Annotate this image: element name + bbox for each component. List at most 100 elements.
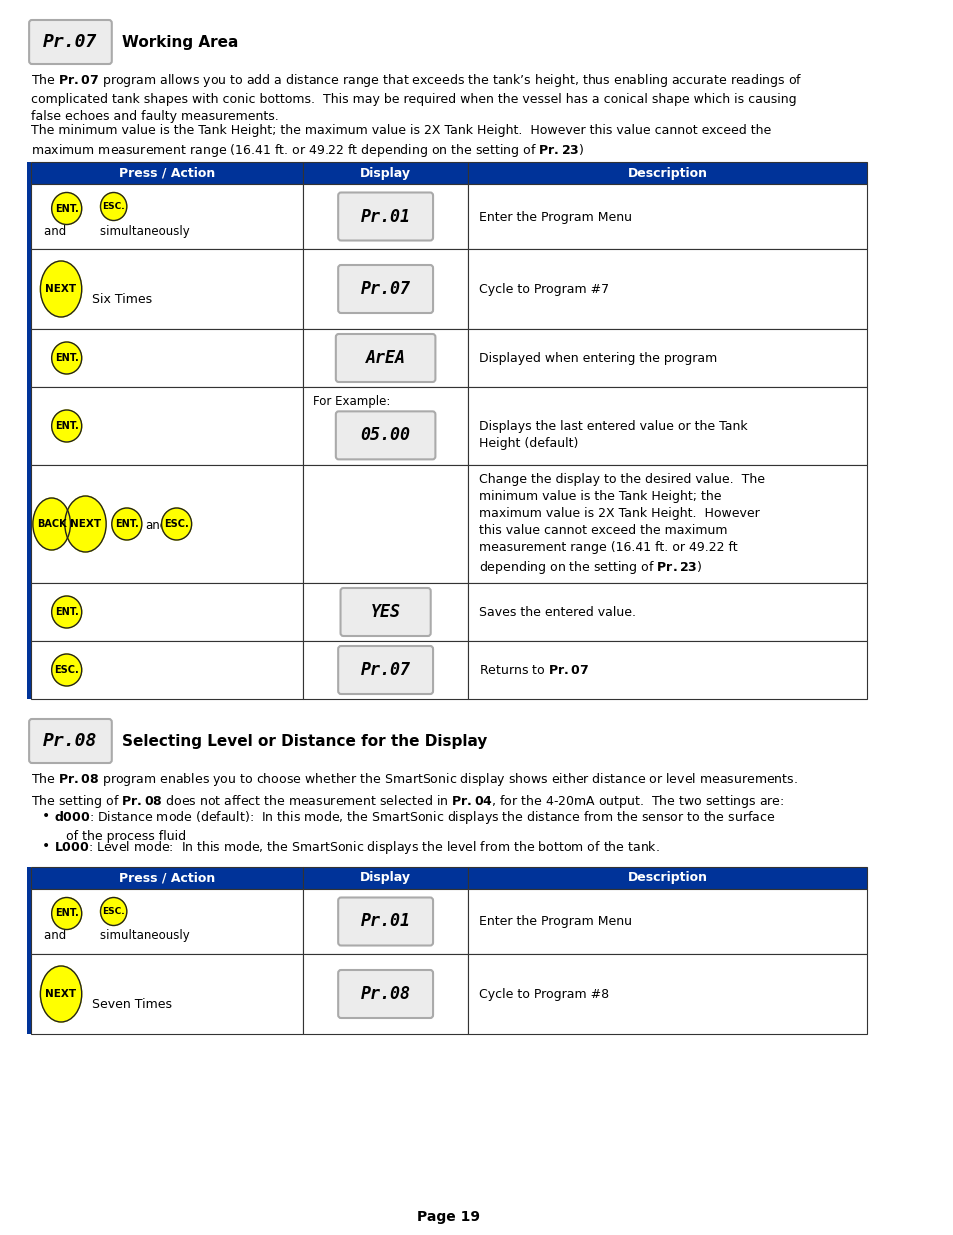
Bar	[303, 387, 467, 466]
Bar	[467, 641, 866, 699]
Bar	[30, 249, 303, 329]
Bar	[303, 583, 467, 641]
Bar	[28, 387, 30, 466]
Text: Selecting Level or Distance for the Display: Selecting Level or Distance for the Disp…	[122, 734, 487, 748]
Text: Page 19: Page 19	[416, 1210, 479, 1224]
Text: Press / Action: Press / Action	[119, 167, 215, 179]
Bar	[303, 641, 467, 699]
Text: Working Area: Working Area	[122, 35, 238, 49]
Circle shape	[51, 342, 82, 374]
Text: Pr.07: Pr.07	[360, 661, 410, 679]
Bar	[467, 162, 866, 184]
Bar	[303, 889, 467, 953]
Bar	[30, 387, 303, 466]
FancyBboxPatch shape	[337, 969, 433, 1018]
Text: and: and	[146, 519, 168, 532]
Text: Cycle to Program #8: Cycle to Program #8	[478, 988, 609, 1002]
Circle shape	[161, 508, 192, 540]
Bar	[28, 889, 30, 953]
Text: •: •	[42, 839, 51, 853]
Bar	[467, 466, 866, 583]
Text: Pr.07: Pr.07	[43, 33, 97, 51]
Text: Description: Description	[627, 872, 707, 884]
Text: Pr.08: Pr.08	[43, 732, 97, 750]
FancyBboxPatch shape	[30, 20, 112, 64]
Text: For Example:: For Example:	[313, 395, 390, 408]
Text: Displays the last entered value or the Tank
Height (default): Displays the last entered value or the T…	[478, 420, 747, 450]
Text: Press / Action: Press / Action	[119, 872, 215, 884]
Text: 05.00: 05.00	[360, 426, 410, 445]
Bar	[30, 583, 303, 641]
Bar	[28, 953, 30, 1034]
FancyBboxPatch shape	[340, 588, 430, 636]
Bar	[30, 329, 303, 387]
FancyBboxPatch shape	[337, 646, 433, 694]
Bar	[467, 867, 866, 889]
Bar	[303, 953, 467, 1034]
FancyBboxPatch shape	[335, 333, 435, 382]
Bar	[28, 641, 30, 699]
Bar	[467, 953, 866, 1034]
Bar	[303, 867, 467, 889]
Text: Returns to $\bf{Pr.07}$: Returns to $\bf{Pr.07}$	[478, 664, 589, 677]
Circle shape	[51, 410, 82, 442]
Bar	[303, 466, 467, 583]
Bar	[28, 184, 30, 249]
Bar	[30, 953, 303, 1034]
Text: and         simultaneously: and simultaneously	[44, 930, 190, 942]
Text: and         simultaneously: and simultaneously	[44, 225, 190, 237]
Bar	[28, 583, 30, 641]
FancyBboxPatch shape	[337, 266, 433, 312]
Circle shape	[51, 898, 82, 930]
Text: Change the display to the desired value.  The
minimum value is the Tank Height; : Change the display to the desired value.…	[478, 473, 764, 576]
Text: ESC.: ESC.	[164, 519, 189, 529]
Circle shape	[51, 597, 82, 629]
Bar	[28, 162, 30, 184]
Bar	[30, 162, 303, 184]
Bar	[30, 184, 303, 249]
Bar	[303, 249, 467, 329]
Bar	[467, 387, 866, 466]
Bar	[303, 329, 467, 387]
Text: ESC.: ESC.	[54, 664, 79, 676]
Text: Pr.08: Pr.08	[360, 986, 410, 1003]
Bar	[467, 249, 866, 329]
Text: Saves the entered value.: Saves the entered value.	[478, 606, 636, 619]
Text: ENT.: ENT.	[54, 353, 78, 363]
Bar	[467, 583, 866, 641]
Text: Enter the Program Menu: Enter the Program Menu	[478, 210, 632, 224]
FancyBboxPatch shape	[337, 898, 433, 946]
Bar	[303, 162, 467, 184]
Bar	[467, 329, 866, 387]
Text: Cycle to Program #7: Cycle to Program #7	[478, 283, 609, 296]
Text: Six Times: Six Times	[91, 293, 152, 306]
Text: Seven Times: Seven Times	[91, 998, 172, 1011]
Text: Pr.01: Pr.01	[360, 207, 410, 226]
Text: ENT.: ENT.	[54, 421, 78, 431]
Text: ArEA: ArEA	[365, 350, 405, 367]
Ellipse shape	[65, 496, 106, 552]
Circle shape	[112, 508, 142, 540]
Text: ESC.: ESC.	[102, 203, 125, 211]
Text: The minimum value is the Tank Height; the maximum value is 2X Tank Height.  Howe: The minimum value is the Tank Height; th…	[30, 124, 770, 159]
Text: ENT.: ENT.	[54, 204, 78, 214]
Text: The $\bf{Pr.07}$ program allows you to add a distance range that exceeds the tan: The $\bf{Pr.07}$ program allows you to a…	[30, 72, 801, 124]
Text: NEXT: NEXT	[46, 989, 76, 999]
Circle shape	[100, 193, 127, 221]
Text: The $\bf{Pr.08}$ program enables you to choose whether the SmartSonic display sh: The $\bf{Pr.08}$ program enables you to …	[30, 771, 797, 810]
FancyBboxPatch shape	[335, 411, 435, 459]
Text: ENT.: ENT.	[54, 909, 78, 919]
Text: ESC.: ESC.	[102, 906, 125, 916]
Text: Displayed when entering the program: Displayed when entering the program	[478, 352, 717, 366]
Bar	[30, 867, 303, 889]
Circle shape	[51, 655, 82, 685]
Text: ENT.: ENT.	[54, 606, 78, 618]
Bar	[303, 184, 467, 249]
Ellipse shape	[32, 498, 71, 550]
Text: YES: YES	[370, 603, 400, 621]
Ellipse shape	[40, 966, 82, 1023]
Text: Pr.01: Pr.01	[360, 913, 410, 930]
Text: $\bf{L000}$: Level mode:  In this mode, the SmartSonic displays the level from t: $\bf{L000}$: Level mode: In this mode, t…	[53, 839, 659, 856]
Bar	[30, 641, 303, 699]
Bar	[30, 889, 303, 953]
